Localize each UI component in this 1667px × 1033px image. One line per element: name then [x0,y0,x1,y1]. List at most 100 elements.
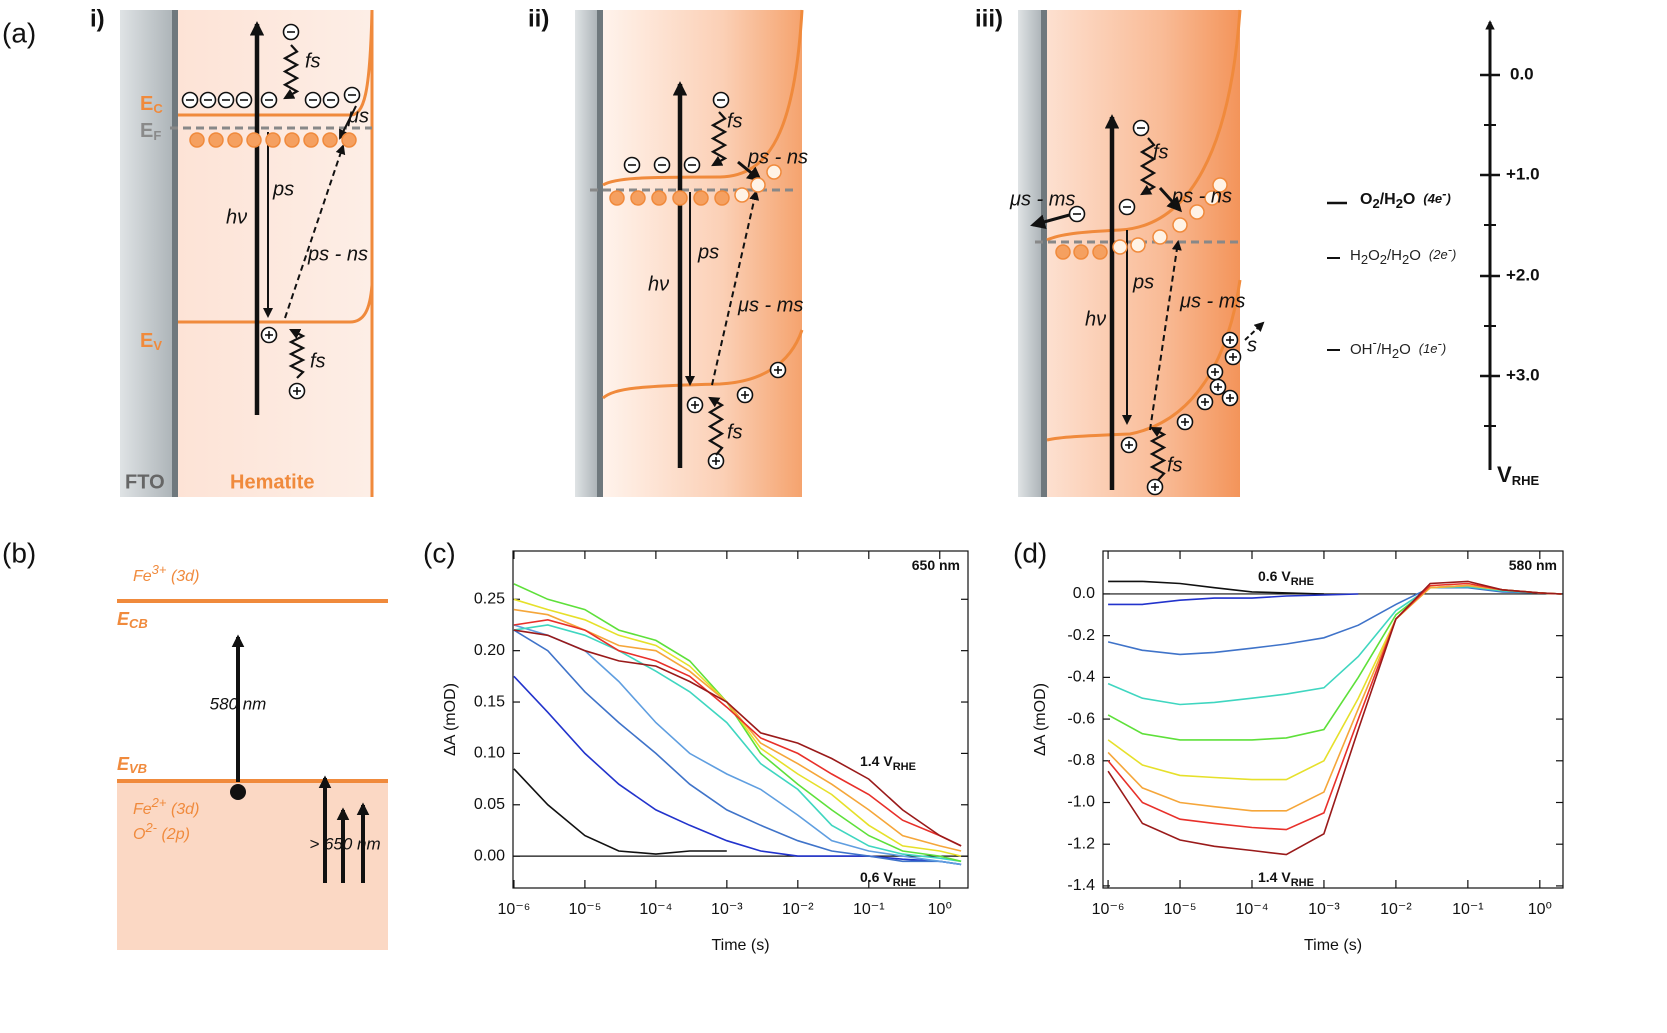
data-line [1107,580,1562,856]
annotation-sub: RHE [1291,576,1314,588]
data-line [513,618,962,847]
trapping [1158,186,1183,213]
relaxation-zigzag [710,111,728,167]
potential-tick-label: +2.0 [1506,265,1540,284]
panel-label: (c) [423,537,456,568]
fto-edge [597,10,603,497]
data-line [513,598,962,857]
conduction-band [1046,9,1242,242]
orbital-label: Fe2+ (3d) [133,795,199,818]
y-tick-label: -0.2 [1067,627,1095,644]
process-label: fs [305,50,321,72]
panel-label: (d) [1013,537,1047,568]
trapping [737,160,763,182]
redox-couple: OH-/H2O (1e-) [1350,335,1446,361]
trap-state [265,132,281,148]
process-label: μs [347,105,369,127]
x-tick-label: 10⁰ [928,901,952,918]
plot-frame [1102,550,1564,889]
hole-trap [1212,177,1228,193]
band-label: EC [140,93,163,116]
process-label: ps [272,178,294,200]
hematite-layer [603,10,802,497]
process-label: fs [1167,454,1183,476]
process-label: μs - ms [1179,290,1245,312]
process-label: ps [1132,271,1154,293]
scheme-i [120,9,374,497]
trap-state [189,132,205,148]
fto-edge [1041,10,1047,497]
process-label: μs - ms [737,294,803,316]
hole-trap [1130,237,1146,253]
potential-axis [1327,20,1500,470]
hole-trap [1152,229,1168,245]
valence-band [602,329,804,400]
scheme-label: i) [90,5,105,32]
trapping [339,105,357,140]
process-label: s [1247,334,1257,356]
back-transfer [1030,212,1074,230]
data-line [513,675,962,866]
data-line [513,583,962,863]
x-tick-label: 10⁻² [1380,901,1412,918]
hole-trap [750,177,766,193]
y-tick-label: -1.0 [1067,794,1095,811]
scheme-label: ii) [528,5,549,32]
panel-label: (a) [2,17,36,48]
recombination [1149,240,1182,431]
data-line [1107,585,1562,706]
y-axis-label: ΔA (mOD) [442,683,459,756]
x-tick-label: 10⁻⁶ [1092,901,1125,918]
panel-b [117,599,388,950]
y-tick-label: -0.6 [1067,710,1095,727]
valence-band [178,284,374,324]
process-label: ps - ns [307,243,368,265]
trap-state [284,132,300,148]
process-label: hν [1085,308,1106,330]
x-tick-label: 10⁻⁶ [498,901,531,918]
potential-axis-label: VRHE [1497,462,1539,489]
x-tick-label: 10⁻¹ [853,901,885,918]
recombination [711,190,760,386]
transitions [249,21,1265,490]
excitation-label: 580 nm [210,694,267,713]
x-tick-label: 10⁰ [1528,901,1552,918]
recombination [284,144,346,319]
trap-state [609,190,625,206]
scheme-iii [1018,9,1242,497]
trap-state [303,132,319,148]
process-label: fs [727,110,743,132]
annotation: 0.6 VRHE [1258,568,1314,588]
process-label: fs [310,350,326,372]
y-tick-label: 0.15 [474,693,505,710]
x-tick-label: 10⁻⁴ [639,901,672,918]
hole-trap [734,187,750,203]
data-line [513,768,727,855]
process-label: ps - ns [1171,185,1232,207]
process-label: ps - ns [747,146,808,168]
y-tick-label: -1.2 [1067,835,1095,852]
fto-edge [172,10,178,497]
annotation-text: 1.4 V [1258,869,1291,885]
redox-couple: O2/H2O (4e-) [1360,186,1451,211]
relaxation-zigzag [288,329,306,379]
orbital-label: Fe3+ (3d) [133,562,199,585]
hole-trap [766,164,782,180]
hole-trap [1204,190,1220,206]
data-line [513,624,962,866]
band-label: EV [140,330,162,353]
process-label: μs - ms [1009,188,1075,210]
annotation: 0.6 VRHE [860,869,916,889]
excitation-label: > 650 nm [309,834,380,853]
y-tick-label: 0.20 [474,642,505,659]
x-axis-label: Time (s) [711,937,769,954]
y-tick-label: 0.10 [474,745,505,762]
x-tick-label: 10⁻³ [1308,901,1340,918]
redox-couple: H2O2/H2O (2e-) [1350,242,1456,267]
annotation-text: 650 nm [912,557,960,573]
process-label: hν [226,206,247,228]
x-tick-label: 10⁻⁵ [1164,901,1197,918]
fto-layer [1018,10,1041,497]
hematite-layer [178,10,372,497]
